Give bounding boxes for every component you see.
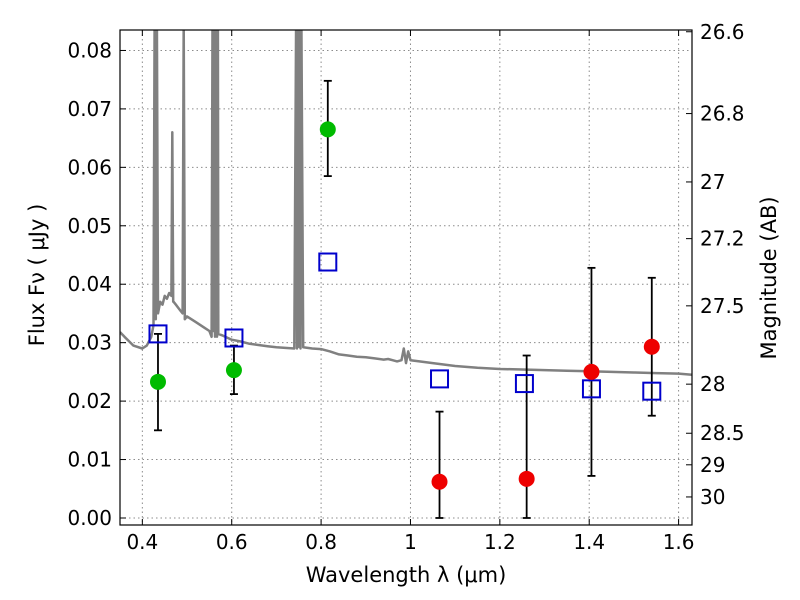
observed-flux-point-green	[225, 362, 242, 379]
x-tick-label: 1.6	[663, 530, 695, 554]
right-tick-label: 28	[700, 372, 725, 396]
plot-frame	[119, 29, 693, 526]
y-tick-label: 0.08	[67, 38, 112, 62]
model-flux-square	[581, 379, 601, 399]
y-tick-label: 0.02	[67, 389, 112, 413]
right-tick-label: 27.2	[700, 227, 745, 251]
right-tick-label: 28.5	[700, 421, 745, 445]
right-axis-label: Magnitude (AB)	[757, 196, 781, 359]
y-tick-label: 0.01	[67, 448, 112, 472]
right-tick-label: 27.5	[700, 294, 745, 318]
x-axis-label: Wavelength λ (μm)	[306, 563, 507, 587]
x-tick-label: 1	[404, 530, 417, 554]
y-tick-label: 0.06	[67, 155, 112, 179]
y-tick-label: 0.05	[67, 214, 112, 238]
y-tick-label: 0.07	[67, 97, 112, 121]
model-flux-square	[318, 252, 338, 272]
model-flux-square	[642, 381, 662, 401]
y-tick-label: 0.00	[67, 506, 112, 530]
right-tick-label: 26.6	[700, 20, 745, 44]
y-tick-label: 0.04	[67, 272, 112, 296]
right-tick-label: 29	[700, 453, 725, 477]
model-flux-square	[148, 324, 168, 344]
x-tick-label: 0.8	[305, 530, 337, 554]
x-tick-label: 1.2	[484, 530, 516, 554]
model-flux-square	[224, 328, 244, 348]
plot-series	[120, 30, 692, 519]
observed-flux-point-red	[643, 338, 660, 355]
observed-flux-point-red	[431, 473, 448, 490]
axis-ticks: 0.4 0.6 0.8 1 1.2 1.4 1.6 0.00 0.01 0.02 0.03 0.04 0…	[67, 20, 744, 554]
right-tick-label: 30	[700, 485, 725, 509]
right-tick-label: 26.8	[700, 102, 745, 126]
x-tick-label: 0.4	[126, 530, 158, 554]
plot-area	[120, 30, 692, 519]
x-tick-label: 1.4	[573, 530, 605, 554]
template-spectrum-line	[120, 30, 692, 377]
observed-flux-point-red	[518, 470, 535, 487]
observed-flux-point-red	[583, 363, 600, 380]
observed-flux-point-green	[319, 121, 336, 138]
right-tick-label: 27	[700, 170, 725, 194]
model-flux-square	[514, 374, 534, 394]
y-tick-label: 0.03	[67, 331, 112, 355]
y-axis-label: Flux Fν ( μJy )	[25, 204, 49, 347]
observed-flux-point-green	[149, 373, 166, 390]
model-flux-square	[430, 369, 450, 389]
grid-lines	[120, 30, 692, 525]
x-tick-label: 0.6	[216, 530, 248, 554]
